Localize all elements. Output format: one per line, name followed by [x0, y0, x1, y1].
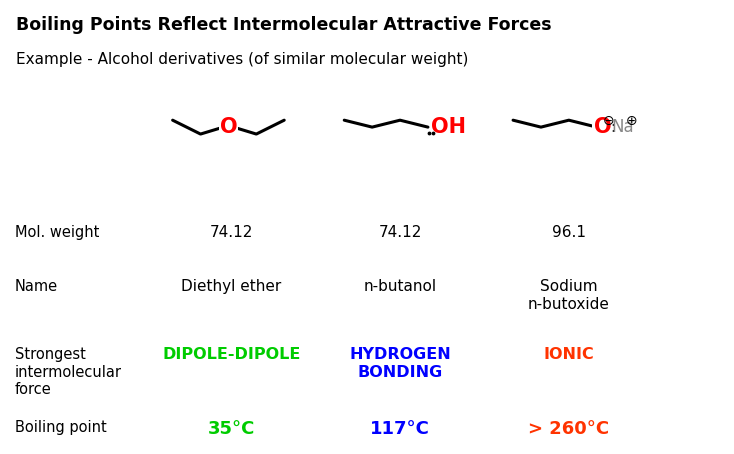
Text: Example - Alcohol derivatives (of similar molecular weight): Example - Alcohol derivatives (of simila…	[16, 52, 468, 67]
Text: IONIC: IONIC	[543, 347, 595, 362]
Text: 96.1: 96.1	[552, 225, 586, 240]
Text: Na: Na	[611, 118, 633, 136]
Text: ⊕: ⊕	[626, 114, 637, 128]
Text: > 260°C: > 260°C	[528, 420, 609, 438]
Text: Diethyl ether: Diethyl ether	[181, 279, 281, 294]
Text: DIPOLE-DIPOLE: DIPOLE-DIPOLE	[162, 347, 300, 362]
Text: O: O	[594, 117, 611, 137]
Text: 74.12: 74.12	[378, 225, 422, 240]
Text: n-butanol: n-butanol	[363, 279, 437, 294]
Text: O: O	[219, 117, 237, 137]
Text: OH: OH	[432, 117, 466, 137]
Text: 74.12: 74.12	[209, 225, 253, 240]
Text: 35°C: 35°C	[208, 420, 255, 438]
Text: Boiling point: Boiling point	[15, 420, 106, 435]
Text: 117°C: 117°C	[370, 420, 430, 438]
Text: Boiling Points Reflect Intermolecular Attractive Forces: Boiling Points Reflect Intermolecular At…	[16, 16, 552, 34]
Text: ⊖: ⊖	[603, 114, 614, 128]
Text: Name: Name	[15, 279, 58, 294]
Text: HYDROGEN
BONDING: HYDROGEN BONDING	[349, 347, 451, 380]
Text: Strongest
intermolecular
force: Strongest intermolecular force	[15, 347, 122, 397]
Text: :: :	[611, 119, 616, 135]
Text: Mol. weight: Mol. weight	[15, 225, 99, 240]
Text: Sodium
n-butoxide: Sodium n-butoxide	[528, 279, 610, 311]
